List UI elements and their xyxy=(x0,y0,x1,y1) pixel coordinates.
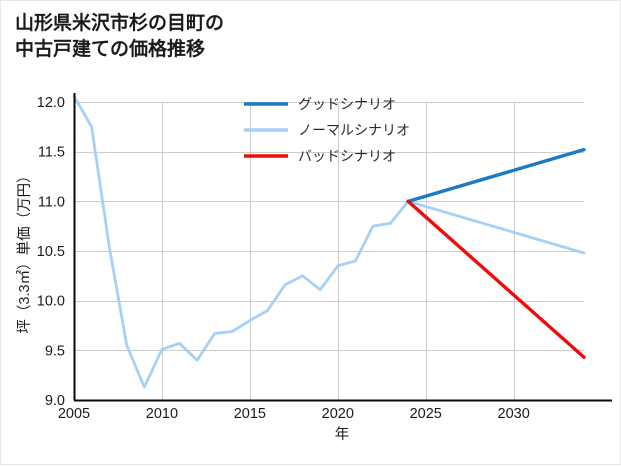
series-line-good xyxy=(406,147,586,204)
x-tick-label: 2030 xyxy=(498,406,530,422)
x-tick-label: 2010 xyxy=(146,406,178,422)
x-tick-label: 2025 xyxy=(410,406,442,422)
y-axis-tick-labels: 9.0 9.5 10.0 10.5 11.0 11.5 12.0 xyxy=(37,95,65,409)
x-axis-title: 年 xyxy=(335,426,350,443)
series-line-bad xyxy=(406,199,586,359)
y-tick-label: 12.0 xyxy=(37,95,65,111)
y-tick-label: 9.5 xyxy=(45,343,65,359)
y-tick-label: 9.0 xyxy=(45,393,65,409)
x-tick-label: 2020 xyxy=(322,406,354,422)
y-tick-label: 10.0 xyxy=(37,294,65,310)
y-tick-label: 10.5 xyxy=(37,244,65,260)
legend-label: ノーマルシナリオ xyxy=(298,122,410,138)
page-title: 山形県米沢市杉の目町の 中古戸建ての価格推移 xyxy=(15,13,225,61)
series-lines xyxy=(72,94,586,389)
legend-label: バッドシナリオ xyxy=(298,148,396,164)
x-tick-label: 2005 xyxy=(58,406,90,422)
y-tick-label: 11.5 xyxy=(38,145,65,161)
legend-label: グッドシナリオ xyxy=(298,96,396,112)
x-tick-label: 2015 xyxy=(234,406,266,422)
y-tick-label: 11.0 xyxy=(38,194,65,210)
gridlines xyxy=(74,102,584,401)
x-axis-tick-labels: 2005 2010 2015 2020 2025 2030 xyxy=(58,406,530,422)
series-line-normal xyxy=(72,94,586,389)
axis-lines xyxy=(73,93,612,402)
y-axis-title: 坪（3.3㎡）単価（万円） xyxy=(16,168,33,333)
